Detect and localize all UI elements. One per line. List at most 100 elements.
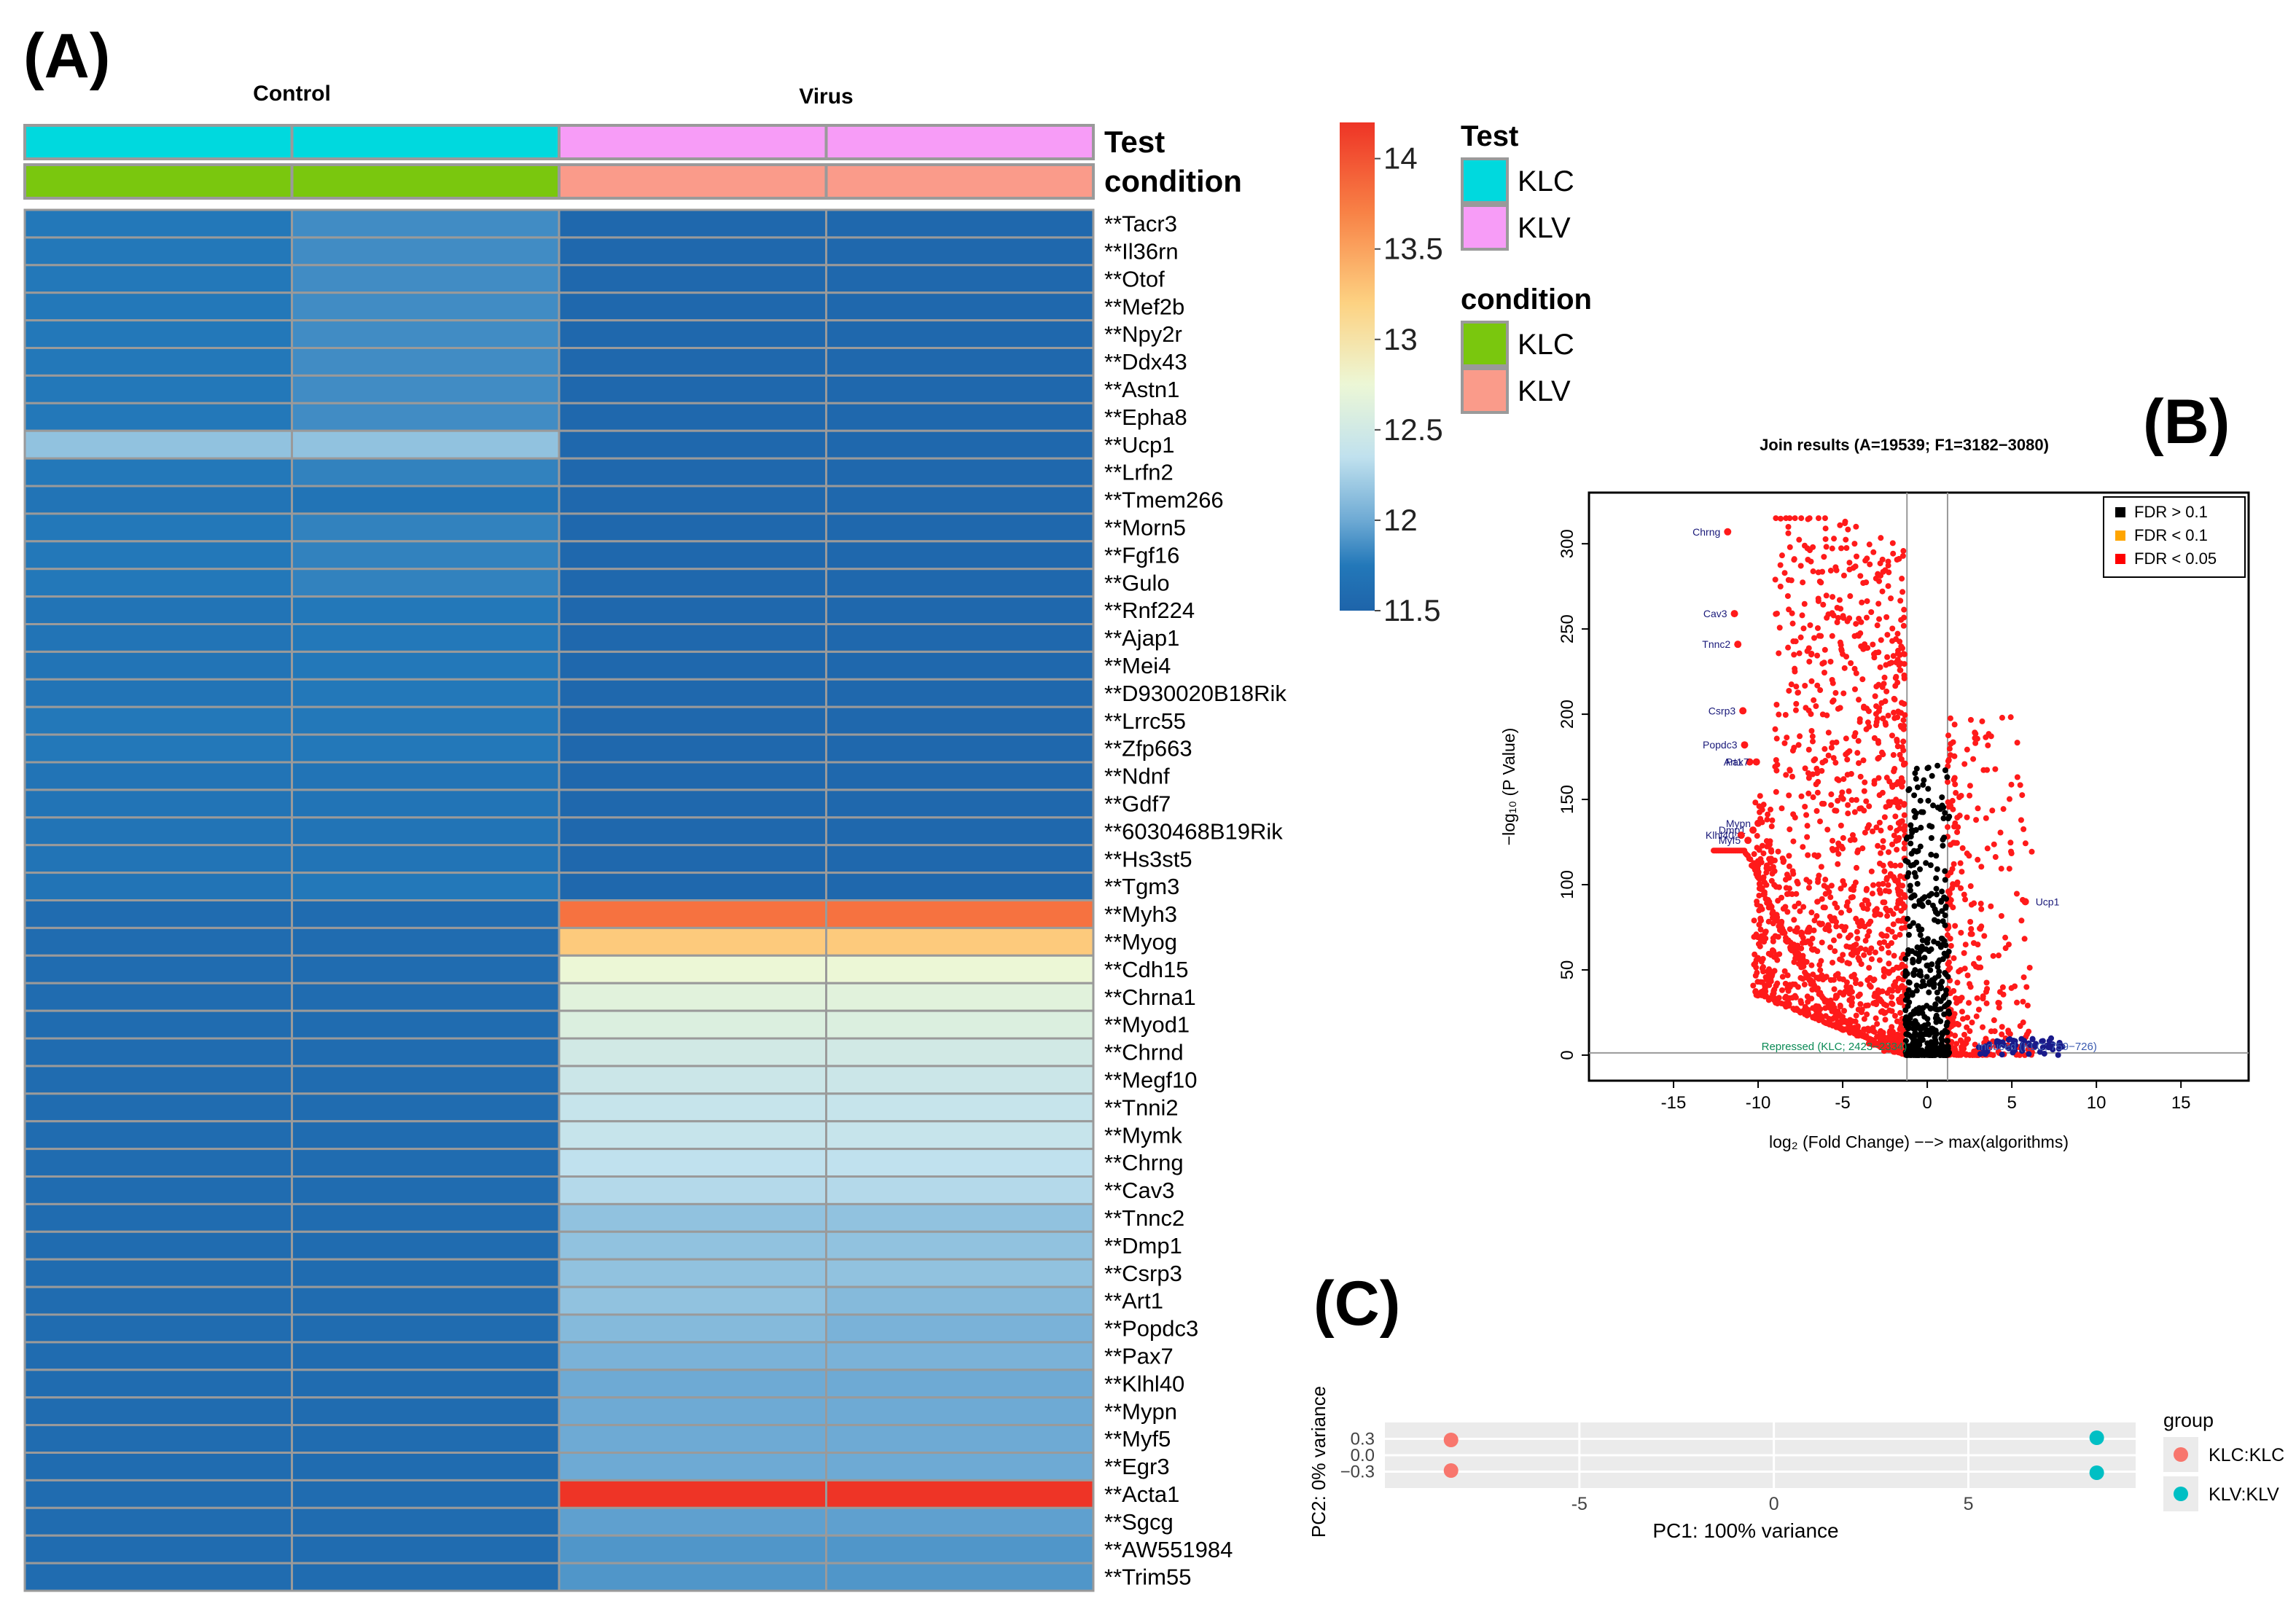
heatmap-cell — [825, 595, 1095, 625]
legend-label-condition: KLV — [1518, 375, 1571, 407]
volcano-point — [1959, 869, 1965, 875]
volcano-point — [1783, 772, 1789, 778]
volcano-point — [1770, 948, 1777, 955]
volcano-point — [1881, 868, 1888, 874]
volcano-point — [2005, 1030, 2012, 1036]
volcano-point — [1972, 963, 1979, 970]
volcano-point — [1921, 1022, 1928, 1029]
heatmap-cell — [825, 429, 1095, 460]
column-group-label-virus: Virus — [799, 85, 854, 109]
volcano-legend-swatch — [2115, 531, 2125, 541]
volcano-x-tick-label: -5 — [1835, 1093, 1850, 1113]
volcano-point — [1969, 1019, 1975, 1026]
volcano-point — [1785, 524, 1792, 531]
volcano-point — [2055, 1046, 2062, 1052]
volcano-point — [1805, 926, 1811, 933]
gene-label: **Lrrc55 — [1104, 708, 1186, 734]
heatmap-cell — [825, 374, 1095, 404]
volcano-point — [1792, 904, 1798, 910]
volcano-point — [1856, 760, 1862, 767]
volcano-point — [1939, 1037, 1945, 1044]
volcano-point — [1866, 541, 1873, 548]
volcano-point — [1781, 968, 1788, 974]
heatmap-cell — [291, 347, 561, 377]
volcano-point — [1977, 1051, 1983, 1057]
volcano-point — [1984, 845, 1991, 852]
heatmap-cell — [23, 1396, 293, 1427]
gene-label: **Mef2b — [1104, 294, 1184, 319]
heatmap-cell — [23, 816, 293, 847]
volcano-point — [1886, 799, 1892, 805]
gene-label: **Csrp3 — [1104, 1261, 1182, 1286]
volcano-point — [1898, 917, 1905, 924]
heatmap-cell — [291, 1037, 561, 1068]
volcano-point — [2012, 1042, 2019, 1049]
gene-label: **Egr3 — [1104, 1454, 1170, 1479]
volcano-point — [1951, 861, 1957, 867]
heatmap-cell — [291, 1369, 561, 1399]
volcano-point — [1978, 864, 1985, 870]
volcano-point — [1926, 1047, 1933, 1054]
volcano-point — [1901, 845, 1908, 852]
volcano-point — [1975, 805, 1981, 812]
volcano-point — [1897, 638, 1903, 645]
volcano-point — [1935, 940, 1942, 947]
volcano-point — [2014, 774, 2020, 780]
volcano-point — [1875, 754, 1882, 761]
volcano-point — [1843, 536, 1849, 543]
heatmap-cell — [558, 1009, 827, 1040]
heatmap-cell — [825, 1092, 1095, 1123]
volcano-point — [1961, 1031, 1967, 1038]
volcano-point — [1770, 915, 1777, 921]
volcano-point — [1908, 840, 1914, 847]
heatmap-cell — [23, 1424, 293, 1454]
volcano-point — [1799, 612, 1805, 619]
volcano-point — [1942, 877, 1948, 883]
volcano-point — [1906, 979, 1913, 986]
volcano-legend-swatch — [2115, 507, 2125, 517]
volcano-point — [1944, 1029, 1951, 1036]
volcano-point — [1894, 846, 1900, 853]
volcano-point — [1786, 853, 1792, 859]
volcano-point — [1815, 879, 1821, 885]
volcano-labeled-point — [1741, 741, 1749, 749]
volcano-point — [1940, 815, 1947, 821]
volcano-point — [1901, 827, 1908, 834]
volcano-point — [1902, 858, 1909, 864]
heatmap-cell — [825, 236, 1095, 267]
volcano-point — [1881, 974, 1887, 980]
volcano-point — [1854, 553, 1860, 560]
volcano-point — [1951, 1011, 1958, 1017]
heatmap-cell — [291, 1202, 561, 1233]
volcano-point — [1809, 733, 1816, 740]
volcano-point — [1918, 824, 1924, 831]
volcano-point — [1803, 812, 1810, 818]
volcano-point — [1843, 903, 1850, 909]
volcano-point — [1754, 979, 1761, 985]
volcano-point — [1760, 802, 1767, 808]
pca-x-axis-label: PC1: 100% variance — [1652, 1519, 1838, 1542]
heatmap-cell — [291, 236, 561, 267]
volcano-point — [1890, 911, 1897, 917]
volcano-point — [1914, 880, 1921, 887]
volcano-point — [1822, 536, 1829, 542]
gene-label: **D930020B18Rik — [1104, 681, 1286, 706]
volcano-point — [1822, 1013, 1829, 1019]
volcano-point — [1819, 568, 1826, 575]
volcano-point — [1992, 854, 1999, 861]
volcano-point — [1823, 544, 1830, 550]
volcano-point — [1787, 515, 1793, 522]
volcano-point — [1786, 687, 1792, 694]
volcano-point — [1942, 971, 1949, 978]
volcano-point — [1766, 856, 1773, 862]
volcano-point — [1765, 918, 1772, 925]
volcano-point — [1872, 693, 1878, 700]
volcano-point — [1942, 767, 1948, 773]
volcano-point — [1833, 1024, 1840, 1030]
volcano-point — [1846, 566, 1853, 573]
volcano-point — [1873, 703, 1880, 710]
volcano-point — [2002, 934, 2009, 941]
volcano-point — [2039, 1044, 2046, 1051]
heatmap-cell — [825, 291, 1095, 322]
heatmap-cell — [23, 1092, 293, 1123]
